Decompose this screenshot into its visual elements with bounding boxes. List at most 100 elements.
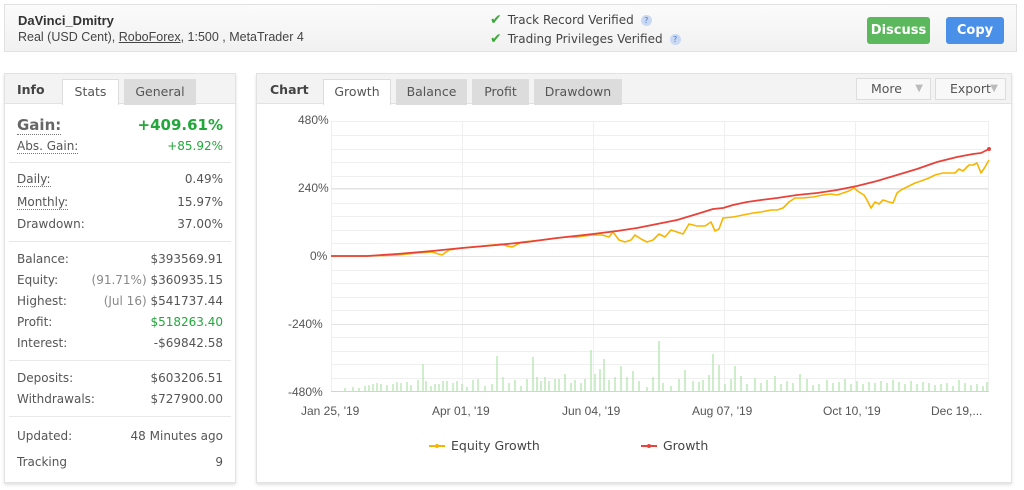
equity-value: $360935.15 bbox=[150, 273, 223, 287]
account-type: Real (USD Cent), bbox=[18, 30, 119, 44]
legend-label: Growth bbox=[663, 438, 709, 453]
tab-general[interactable]: General bbox=[124, 79, 196, 105]
growth-chart-plot[interactable] bbox=[257, 74, 1013, 484]
tracking-value: 9 bbox=[215, 455, 223, 469]
tab-growth[interactable]: Growth bbox=[323, 79, 391, 105]
balance-value: $393569.91 bbox=[150, 252, 223, 266]
updated-label: Updated: bbox=[17, 429, 73, 443]
export-dropdown[interactable]: Export ▼ bbox=[935, 78, 1006, 100]
account-details: Real (USD Cent), RoboForex, 1:500 , Meta… bbox=[18, 30, 304, 44]
more-dropdown[interactable]: More ▼ bbox=[856, 78, 931, 100]
check-icon: ✔ bbox=[490, 12, 502, 28]
copy-button[interactable]: Copy bbox=[946, 17, 1004, 44]
gain-value: +409.61% bbox=[137, 116, 223, 134]
legend-growth[interactable]: Growth bbox=[641, 438, 708, 453]
withdrawals-value: $727900.00 bbox=[150, 392, 223, 406]
monthly-label[interactable]: Monthly: bbox=[17, 195, 69, 210]
interest-label: Interest: bbox=[17, 336, 68, 350]
balance-label: Balance: bbox=[17, 252, 69, 266]
tracking-row: Tracking 9 bbox=[17, 455, 223, 469]
highest-value: $541737.44 bbox=[150, 294, 223, 308]
profit-value: $518263.40 bbox=[150, 315, 223, 329]
tab-drawdown[interactable]: Drawdown bbox=[534, 79, 622, 105]
y-tick-label: 480% bbox=[298, 113, 329, 127]
leverage-platform: , 1:500 , MetaTrader 4 bbox=[180, 30, 304, 44]
more-label: More bbox=[871, 81, 902, 96]
drawdown-value: 37.00% bbox=[177, 217, 223, 231]
interest-row: Interest: -$69842.58 bbox=[17, 336, 223, 350]
x-tick-label: Jun 04, '19 bbox=[562, 404, 621, 418]
x-tick-label: Aug 07, '19 bbox=[692, 404, 753, 418]
y-tick-label: 0% bbox=[310, 249, 328, 263]
track-record-verified: ✔ Track Record Verified ? bbox=[490, 12, 652, 28]
balance-row: Balance: $393569.91 bbox=[17, 252, 223, 266]
tracking-label: Tracking bbox=[17, 455, 67, 469]
chart-panel: Chart Growth Balance Profit Drawdown Mor… bbox=[256, 73, 1012, 483]
chevron-down-icon: ▼ bbox=[915, 83, 923, 94]
drawdown-label: Drawdown: bbox=[17, 217, 85, 231]
equity-label: Equity: bbox=[17, 273, 59, 287]
drawdown-row: Drawdown: 37.00% bbox=[17, 217, 223, 231]
broker-link[interactable]: RoboForex bbox=[118, 30, 181, 44]
profit-row: Profit: $518263.40 bbox=[17, 315, 223, 329]
abs-gain-row: Abs. Gain: +85.92% bbox=[17, 139, 223, 154]
equity-percent: (91.71%) bbox=[91, 273, 147, 287]
tab-profit[interactable]: Profit bbox=[472, 79, 529, 105]
x-tick-label: Dec 19,... bbox=[931, 404, 983, 418]
x-tick-label: Oct 10, '19 bbox=[823, 404, 881, 418]
legend-label: Equity Growth bbox=[451, 438, 540, 453]
check-icon: ✔ bbox=[490, 31, 502, 47]
help-icon[interactable]: ? bbox=[669, 33, 681, 45]
y-tick-label: -240% bbox=[288, 317, 323, 331]
y-tick-label: 240% bbox=[298, 181, 329, 195]
chart-tabbar: Chart Growth Balance Profit Drawdown Mor… bbox=[257, 74, 1011, 105]
highest-label: Highest: bbox=[17, 294, 67, 308]
highest-row: Highest: (Jul 16) $541737.44 bbox=[17, 294, 223, 308]
info-panel: Info Stats General Gain: +409.61% Abs. G… bbox=[4, 73, 236, 483]
account-name: DaVinci_Dmitry bbox=[18, 13, 114, 28]
account-header: DaVinci_Dmitry Real (USD Cent), RoboFore… bbox=[4, 4, 1017, 52]
discuss-button[interactable]: Discuss bbox=[867, 17, 930, 44]
withdrawals-label: Withdrawals: bbox=[17, 392, 95, 406]
daily-value: 0.49% bbox=[184, 172, 223, 186]
verification-label: Track Record Verified bbox=[507, 13, 634, 27]
export-label: Export bbox=[950, 81, 991, 96]
divider bbox=[9, 416, 231, 417]
monthly-row: Monthly: 15.97% bbox=[17, 195, 223, 210]
monthly-value: 15.97% bbox=[177, 195, 223, 209]
info-title: Info bbox=[17, 82, 45, 97]
deposits-value: $603206.51 bbox=[150, 371, 223, 385]
chart-title: Chart bbox=[270, 82, 309, 97]
daily-label[interactable]: Daily: bbox=[17, 172, 51, 187]
divider bbox=[9, 360, 231, 361]
chevron-down-icon: ▼ bbox=[990, 83, 998, 94]
updated-row: Updated: 48 Minutes ago bbox=[17, 429, 223, 443]
growth-line-swatch-icon bbox=[641, 443, 657, 448]
updated-value: 48 Minutes ago bbox=[130, 429, 223, 443]
trading-privileges-verified: ✔ Trading Privileges Verified ? bbox=[490, 31, 681, 47]
abs-gain-value: +85.92% bbox=[167, 139, 223, 153]
legend-equity-growth[interactable]: Equity Growth bbox=[429, 438, 540, 453]
divider bbox=[9, 162, 231, 163]
deposits-label: Deposits: bbox=[17, 371, 74, 385]
stats-list: Gain: +409.61% Abs. Gain: +85.92% Daily:… bbox=[5, 116, 235, 469]
highest-date: (Jul 16) bbox=[103, 294, 147, 308]
profit-label: Profit: bbox=[17, 315, 53, 329]
equity-row: Equity: (91.71%) $360935.15 bbox=[17, 273, 223, 287]
tab-balance[interactable]: Balance bbox=[396, 79, 467, 105]
divider bbox=[9, 241, 231, 242]
daily-row: Daily: 0.49% bbox=[17, 172, 223, 187]
verification-label: Trading Privileges Verified bbox=[507, 32, 663, 46]
y-tick-label: -480% bbox=[288, 385, 323, 399]
interest-value: -$69842.58 bbox=[153, 336, 223, 350]
withdrawals-row: Withdrawals: $727900.00 bbox=[17, 392, 223, 406]
gain-label[interactable]: Gain: bbox=[17, 116, 62, 135]
equity-line-swatch-icon bbox=[429, 443, 445, 448]
help-icon[interactable]: ? bbox=[640, 14, 652, 26]
deposits-row: Deposits: $603206.51 bbox=[17, 371, 223, 385]
tab-stats[interactable]: Stats bbox=[62, 79, 119, 105]
info-tabbar: Info Stats General bbox=[5, 74, 235, 105]
x-tick-label: Jan 25, '19 bbox=[301, 404, 360, 418]
x-tick-label: Apr 01, '19 bbox=[432, 404, 490, 418]
abs-gain-label[interactable]: Abs. Gain: bbox=[17, 139, 79, 154]
